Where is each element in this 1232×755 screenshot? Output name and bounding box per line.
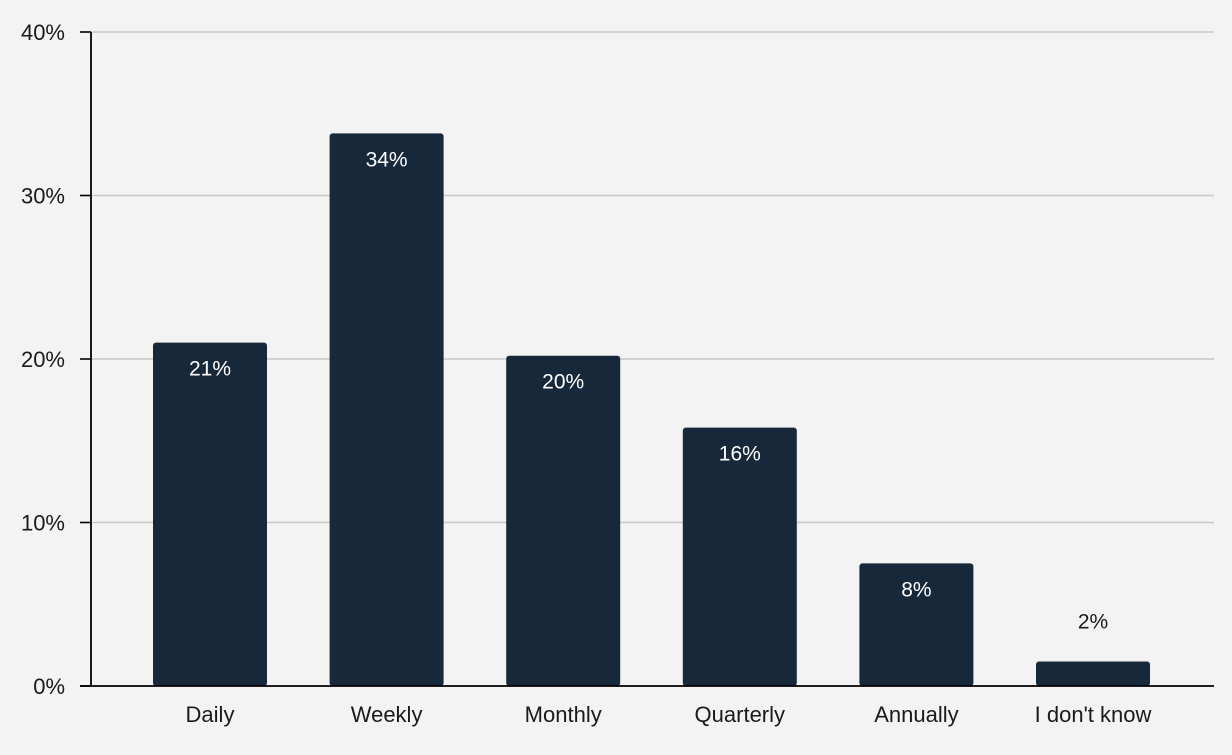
- bar: [506, 355, 621, 686]
- data-label: 21%: [189, 358, 231, 381]
- y-tick-label: 20%: [21, 347, 65, 372]
- y-tick-label: 30%: [21, 184, 65, 209]
- y-tick-label: 10%: [21, 511, 65, 536]
- bar: [682, 427, 797, 686]
- bar: [329, 133, 444, 686]
- x-tick-label: Weekly: [351, 702, 423, 727]
- data-label: 20%: [542, 371, 584, 394]
- bar: [1036, 661, 1150, 686]
- bars: [153, 133, 1150, 686]
- x-tick-label: Daily: [186, 702, 235, 727]
- x-tick-label: Quarterly: [695, 702, 785, 727]
- y-tick-label: 40%: [21, 20, 65, 45]
- data-label: 34%: [366, 148, 408, 171]
- data-label: 2%: [1078, 610, 1108, 633]
- x-tick-label: Annually: [874, 702, 958, 727]
- labels: 0% 10% 20% 30% 40% 21% Daily 34% Weekly 20% Monthl…: [21, 20, 1152, 727]
- data-label: 8%: [901, 578, 931, 601]
- data-label: 16%: [719, 443, 761, 466]
- y-tick-label: 0%: [33, 674, 65, 699]
- x-tick-label: I don't know: [1035, 702, 1152, 727]
- bar: [153, 342, 267, 686]
- bar: [859, 563, 974, 686]
- gridlines: [91, 31, 1214, 524]
- x-tick-label: Monthly: [525, 702, 602, 727]
- axes: [80, 31, 1214, 687]
